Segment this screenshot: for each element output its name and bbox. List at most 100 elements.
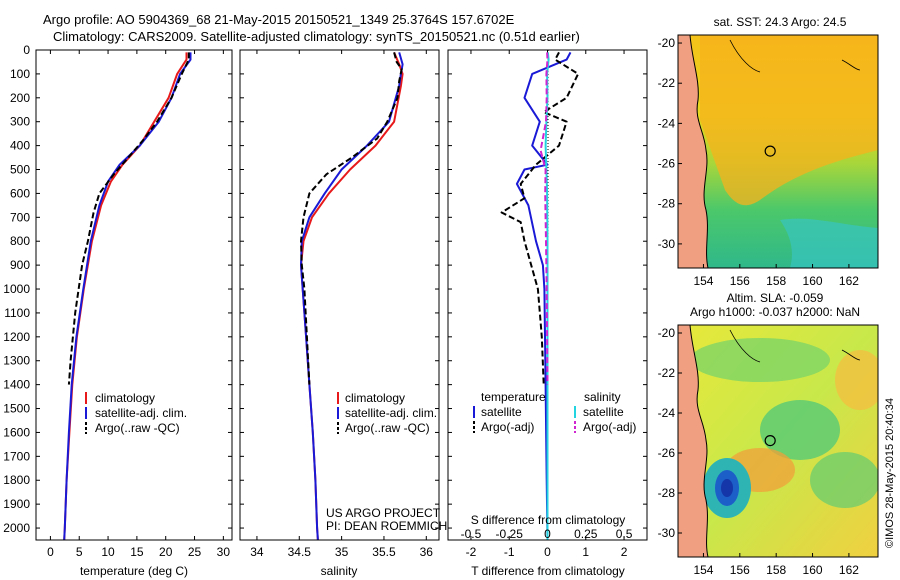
depth-tick-label: 1600 [3, 425, 30, 439]
legend-label-argo: Argo(..raw -QC) [345, 421, 430, 435]
legend-label-s-satellite: satellite [583, 405, 624, 419]
depth-tick-label: 0 [23, 43, 30, 57]
sst-map: sat. SST: 24.3 Argo: 24.5 154 156 158 160 16… [658, 15, 879, 288]
sst-lat-tick-label: -20 [658, 36, 676, 50]
sst-float-marker [764, 145, 776, 157]
title-line-1: Argo profile: AO 5904369_68 21-May-2015 … [43, 12, 515, 27]
sst-map-ticks: 154 156 158 160 162 -20 -22 -24 -26 -28 -30 [658, 36, 860, 288]
sla-lon-tick-label: 162 [839, 563, 859, 577]
temperature-x-tick-label: 30 [217, 545, 231, 559]
depth-axis-labels: 0 100 200 300 400 500 600 700 800 900 1000 1100 1200… [3, 43, 647, 535]
sla-lon-tick-label: 160 [803, 563, 823, 577]
depth-tick-label: 500 [10, 163, 30, 177]
sla-map-ticks: 154 156 158 160 162 -20 -22 -24 -26 -28 -30 [658, 326, 860, 577]
temperature-axes-frame [35, 49, 233, 541]
temperature-x-tick-label: 20 [159, 545, 173, 559]
s-diff-tick-label: 0.5 [616, 527, 633, 541]
sst-lat-tick-label: -22 [658, 76, 676, 90]
imos-credit: ©IMOS 28-May-2015 20:40:34 [884, 398, 896, 548]
legend-label-satellite: satellite-adj. clim. [95, 406, 187, 420]
sst-lat-tick-label: -28 [658, 197, 676, 211]
sst-lat-tick-label: -30 [658, 237, 676, 251]
legend-label-satellite: satellite-adj. clim. [345, 406, 437, 420]
project-annotation: US ARGO PROJECT [326, 506, 441, 520]
sla-lat-tick-label: -22 [658, 366, 676, 380]
depth-tick-label: 1900 [3, 497, 30, 511]
salinity-series-satellite-adj-clim [300, 52, 404, 541]
s-diff-tick-label: -0.5 [461, 527, 482, 541]
sst-cool-patch [780, 218, 878, 268]
difference-x-tick-label: 2 [621, 545, 628, 559]
difference-series-t-satellite [515, 51, 572, 541]
difference-x-tick-label: 0 [544, 545, 551, 559]
sst-lon-tick-label: 160 [803, 274, 823, 288]
legend-header-salinity: salinity [584, 390, 621, 404]
sla-land-australia [678, 325, 708, 557]
salinity-series-argo-raw-qc [300, 52, 403, 385]
s-diff-ticks: -0.5 -0.25 0 0.25 0.5 [461, 527, 633, 541]
sla-lat-tick-label: -26 [658, 446, 676, 460]
depth-tick-label: 1500 [3, 402, 30, 416]
sla-lon-tick-label: 156 [730, 563, 750, 577]
depth-tick-label: 100 [10, 67, 30, 81]
temperature-x-tick-label: 15 [130, 545, 144, 559]
sla-map-title-2: Argo h1000: -0.037 h2000: NaN [690, 305, 860, 319]
sla-float-marker [764, 435, 776, 447]
sla-map-title-1: Altim. SLA: -0.059 [727, 291, 824, 305]
sla-orange-east [835, 350, 878, 410]
depth-tick-label: 1100 [4, 306, 30, 320]
sst-lat-tick-label: -24 [658, 116, 676, 130]
temperature-x-tick-label: 5 [76, 545, 83, 559]
sst-lon-tick-label: 156 [730, 274, 750, 288]
sla-lat-tick-label: -24 [658, 406, 676, 420]
salinity-x-tick-label: 34 [250, 545, 264, 559]
difference-series [500, 51, 580, 541]
difference-series-s-argo-adj [539, 52, 549, 385]
salinity-legend: climatology satellite-adj. clim. Argo(..… [337, 391, 437, 435]
salinity-x-ticks: 34 34.5 35 35.5 36 [250, 50, 433, 559]
salinity-x-tick-label: 34.5 [288, 545, 312, 559]
temperature-series [63, 52, 192, 541]
depth-tick-label: 1300 [3, 354, 30, 368]
sst-warm-tongue [700, 35, 878, 206]
difference-axes-frame [447, 49, 648, 541]
sla-green-east [810, 452, 878, 508]
sla-green-band [690, 338, 830, 382]
depth-tick-label: 1400 [3, 378, 30, 392]
difference-panel: -2 -1 0 1 2 S difference from climatology -0… [447, 49, 648, 578]
sst-lon-tick-label: 162 [839, 274, 859, 288]
sla-lat-tick-label: -28 [658, 486, 676, 500]
difference-x-tick-label: -1 [504, 545, 515, 559]
sst-coastline [689, 35, 709, 268]
temperature-legend: climatology satellite-adj. clim. Argo(..… [85, 391, 187, 435]
sla-map-frame [677, 324, 879, 558]
sla-coastline [689, 325, 709, 557]
depth-tick-label: 2000 [3, 521, 30, 535]
legend-label-climatology: climatology [95, 391, 155, 405]
depth-tick-label: 1000 [3, 282, 30, 296]
sst-lon-tick-label: 158 [766, 274, 786, 288]
depth-tick-label: 600 [10, 186, 30, 200]
sla-field [678, 325, 878, 557]
depth-tick-label: 400 [10, 139, 30, 153]
sst-land-australia [678, 35, 708, 268]
difference-x-ticks: -2 -1 0 1 2 [466, 50, 628, 559]
difference-x-tick-label: -2 [466, 545, 477, 559]
temperature-xlabel: temperature (deg C) [80, 564, 188, 578]
sla-reef-outline [729, 329, 861, 363]
title-line-2: Climatology: CARS2009. Satellite-adjuste… [53, 29, 580, 44]
sla-green-mid [760, 400, 840, 460]
legend-label-t-satellite: satellite [481, 405, 522, 419]
difference-series-t-argo-adj [500, 51, 580, 385]
depth-tick-label: 700 [10, 210, 30, 224]
sla-lat-tick-label: -30 [658, 526, 676, 540]
legend-header-temperature: temperature [481, 390, 546, 404]
sst-lat-tick-label: -26 [658, 157, 676, 171]
depth-tick-label: 1200 [3, 330, 30, 344]
sla-lon-tick-label: 158 [766, 563, 786, 577]
temperature-x-ticks: 0 5 10 15 20 25 30 [47, 50, 230, 559]
depth-tick-label: 1700 [3, 449, 30, 463]
salinity-panel: 34 34.5 35 35.5 36 salinity climatology sate… [239, 49, 447, 578]
temperature-series-argo-raw-qc [67, 52, 190, 385]
salinity-axes-frame [239, 49, 440, 541]
